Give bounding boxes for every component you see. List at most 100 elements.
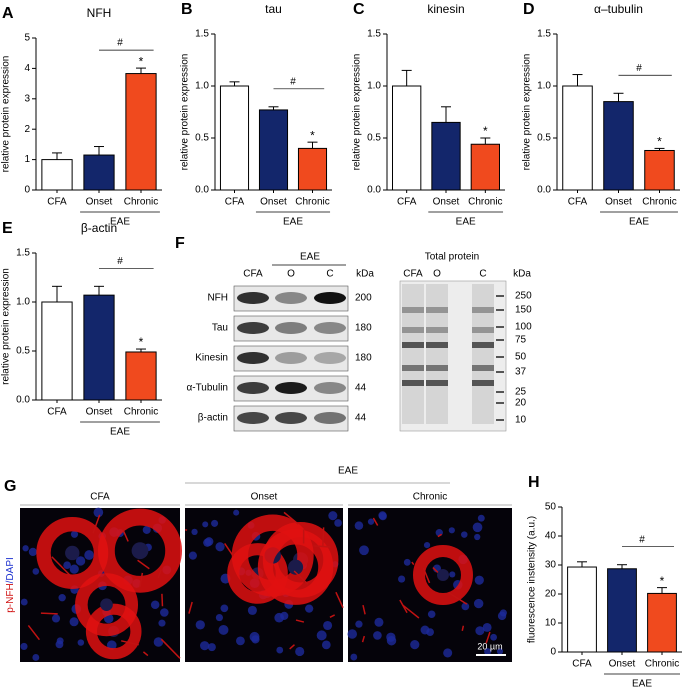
nucleus — [93, 507, 104, 518]
nucleus — [461, 602, 470, 611]
fiber — [432, 567, 439, 574]
fiber — [224, 543, 234, 557]
y-tick-label: 0.0 — [16, 395, 30, 406]
gel-title: Total protein — [425, 252, 479, 263]
x-tick-label: CFA — [572, 659, 592, 670]
y-tick-label: 1.5 — [16, 248, 30, 259]
blot-band — [275, 382, 307, 394]
y-tick-label: 3 — [24, 93, 30, 104]
marker-label: 150 — [515, 305, 532, 316]
bar — [647, 592, 677, 653]
bar — [470, 143, 500, 191]
blot-band — [275, 412, 307, 424]
nucleus — [475, 626, 485, 636]
nucleus — [397, 575, 406, 583]
nucleus — [70, 530, 79, 538]
fiber — [122, 530, 129, 542]
stain-label: p-NFH/DAPI — [5, 557, 16, 613]
group-label: EAE — [456, 217, 476, 228]
nucleus — [355, 620, 363, 628]
fiber — [137, 559, 150, 570]
blot-band — [275, 292, 307, 304]
x-tick-label: Chronic — [295, 197, 329, 208]
fiber — [27, 624, 40, 641]
blot-band — [237, 412, 269, 424]
neuron — [75, 573, 139, 637]
bar — [219, 85, 250, 191]
bar — [603, 101, 634, 191]
row-label: Kinesin — [195, 353, 228, 364]
x-tick-label: Onset — [605, 197, 632, 208]
bar — [83, 154, 115, 191]
bar — [41, 159, 73, 191]
blot-band — [237, 352, 269, 364]
bar — [562, 85, 593, 191]
lane-label: C — [479, 269, 486, 280]
column-label: Chronic — [413, 492, 447, 503]
nucleus — [65, 545, 80, 561]
nucleus — [69, 617, 79, 627]
bar — [258, 109, 289, 191]
gel-band — [402, 365, 424, 371]
nucleus — [58, 593, 66, 602]
nucleus — [195, 620, 205, 630]
lane-label: CFA — [243, 269, 263, 280]
y-tick-label: 1.0 — [367, 81, 381, 92]
y-tick-label: 1.0 — [537, 81, 551, 92]
x-tick-label: CFA — [397, 197, 417, 208]
marker-label: 100 — [515, 322, 532, 333]
chart-title: tau — [265, 2, 282, 16]
row-kda: 180 — [355, 323, 372, 334]
bar — [83, 294, 115, 401]
panel-label: C — [353, 1, 365, 18]
y-tick-label: 1.5 — [195, 29, 209, 40]
nucleus — [420, 625, 430, 635]
nucleus — [321, 640, 331, 650]
fiber — [329, 614, 336, 618]
marker-label: 25 — [515, 387, 527, 398]
nucleus — [215, 613, 223, 622]
marker-label: 75 — [515, 335, 527, 346]
nucleus — [106, 640, 117, 650]
nucleus — [280, 611, 289, 620]
group-label: EAE — [338, 466, 358, 477]
blot-band — [237, 322, 269, 334]
column-label: Onset — [251, 492, 278, 503]
fiber — [335, 591, 344, 609]
gel-band — [472, 342, 494, 348]
row-kda: 200 — [355, 293, 372, 304]
fiber — [295, 619, 305, 623]
x-tick-label: Onset — [86, 197, 113, 208]
gel-lane — [402, 284, 424, 424]
row-label: Tau — [212, 323, 228, 334]
gel-band — [426, 307, 448, 313]
bar — [125, 351, 157, 401]
nucleus — [410, 640, 420, 650]
nucleus — [373, 631, 382, 640]
fiber — [448, 592, 468, 605]
significance-star: * — [139, 54, 144, 68]
y-tick-label: 1.0 — [195, 81, 209, 92]
nucleus — [473, 598, 484, 609]
y-tick-label: 1 — [24, 154, 30, 165]
nucleus — [28, 547, 38, 557]
nucleus — [233, 509, 240, 516]
row-label: β-actin — [198, 413, 228, 424]
marker-label: 10 — [515, 415, 527, 426]
nucleus — [20, 598, 28, 606]
nucleus — [220, 604, 229, 613]
neuron — [413, 545, 473, 605]
nucleus — [448, 527, 455, 534]
nucleus — [191, 528, 198, 536]
y-tick-label: 1.0 — [16, 297, 30, 308]
gel-band — [402, 307, 424, 313]
bar — [567, 566, 597, 653]
chart-title: NFH — [87, 6, 112, 20]
nucleus — [350, 653, 358, 661]
x-tick-label: Chronic — [468, 197, 502, 208]
fiber — [361, 635, 366, 643]
nucleus — [449, 571, 456, 578]
gel — [399, 280, 507, 432]
nucleus — [295, 646, 305, 657]
gel-band — [472, 365, 494, 371]
